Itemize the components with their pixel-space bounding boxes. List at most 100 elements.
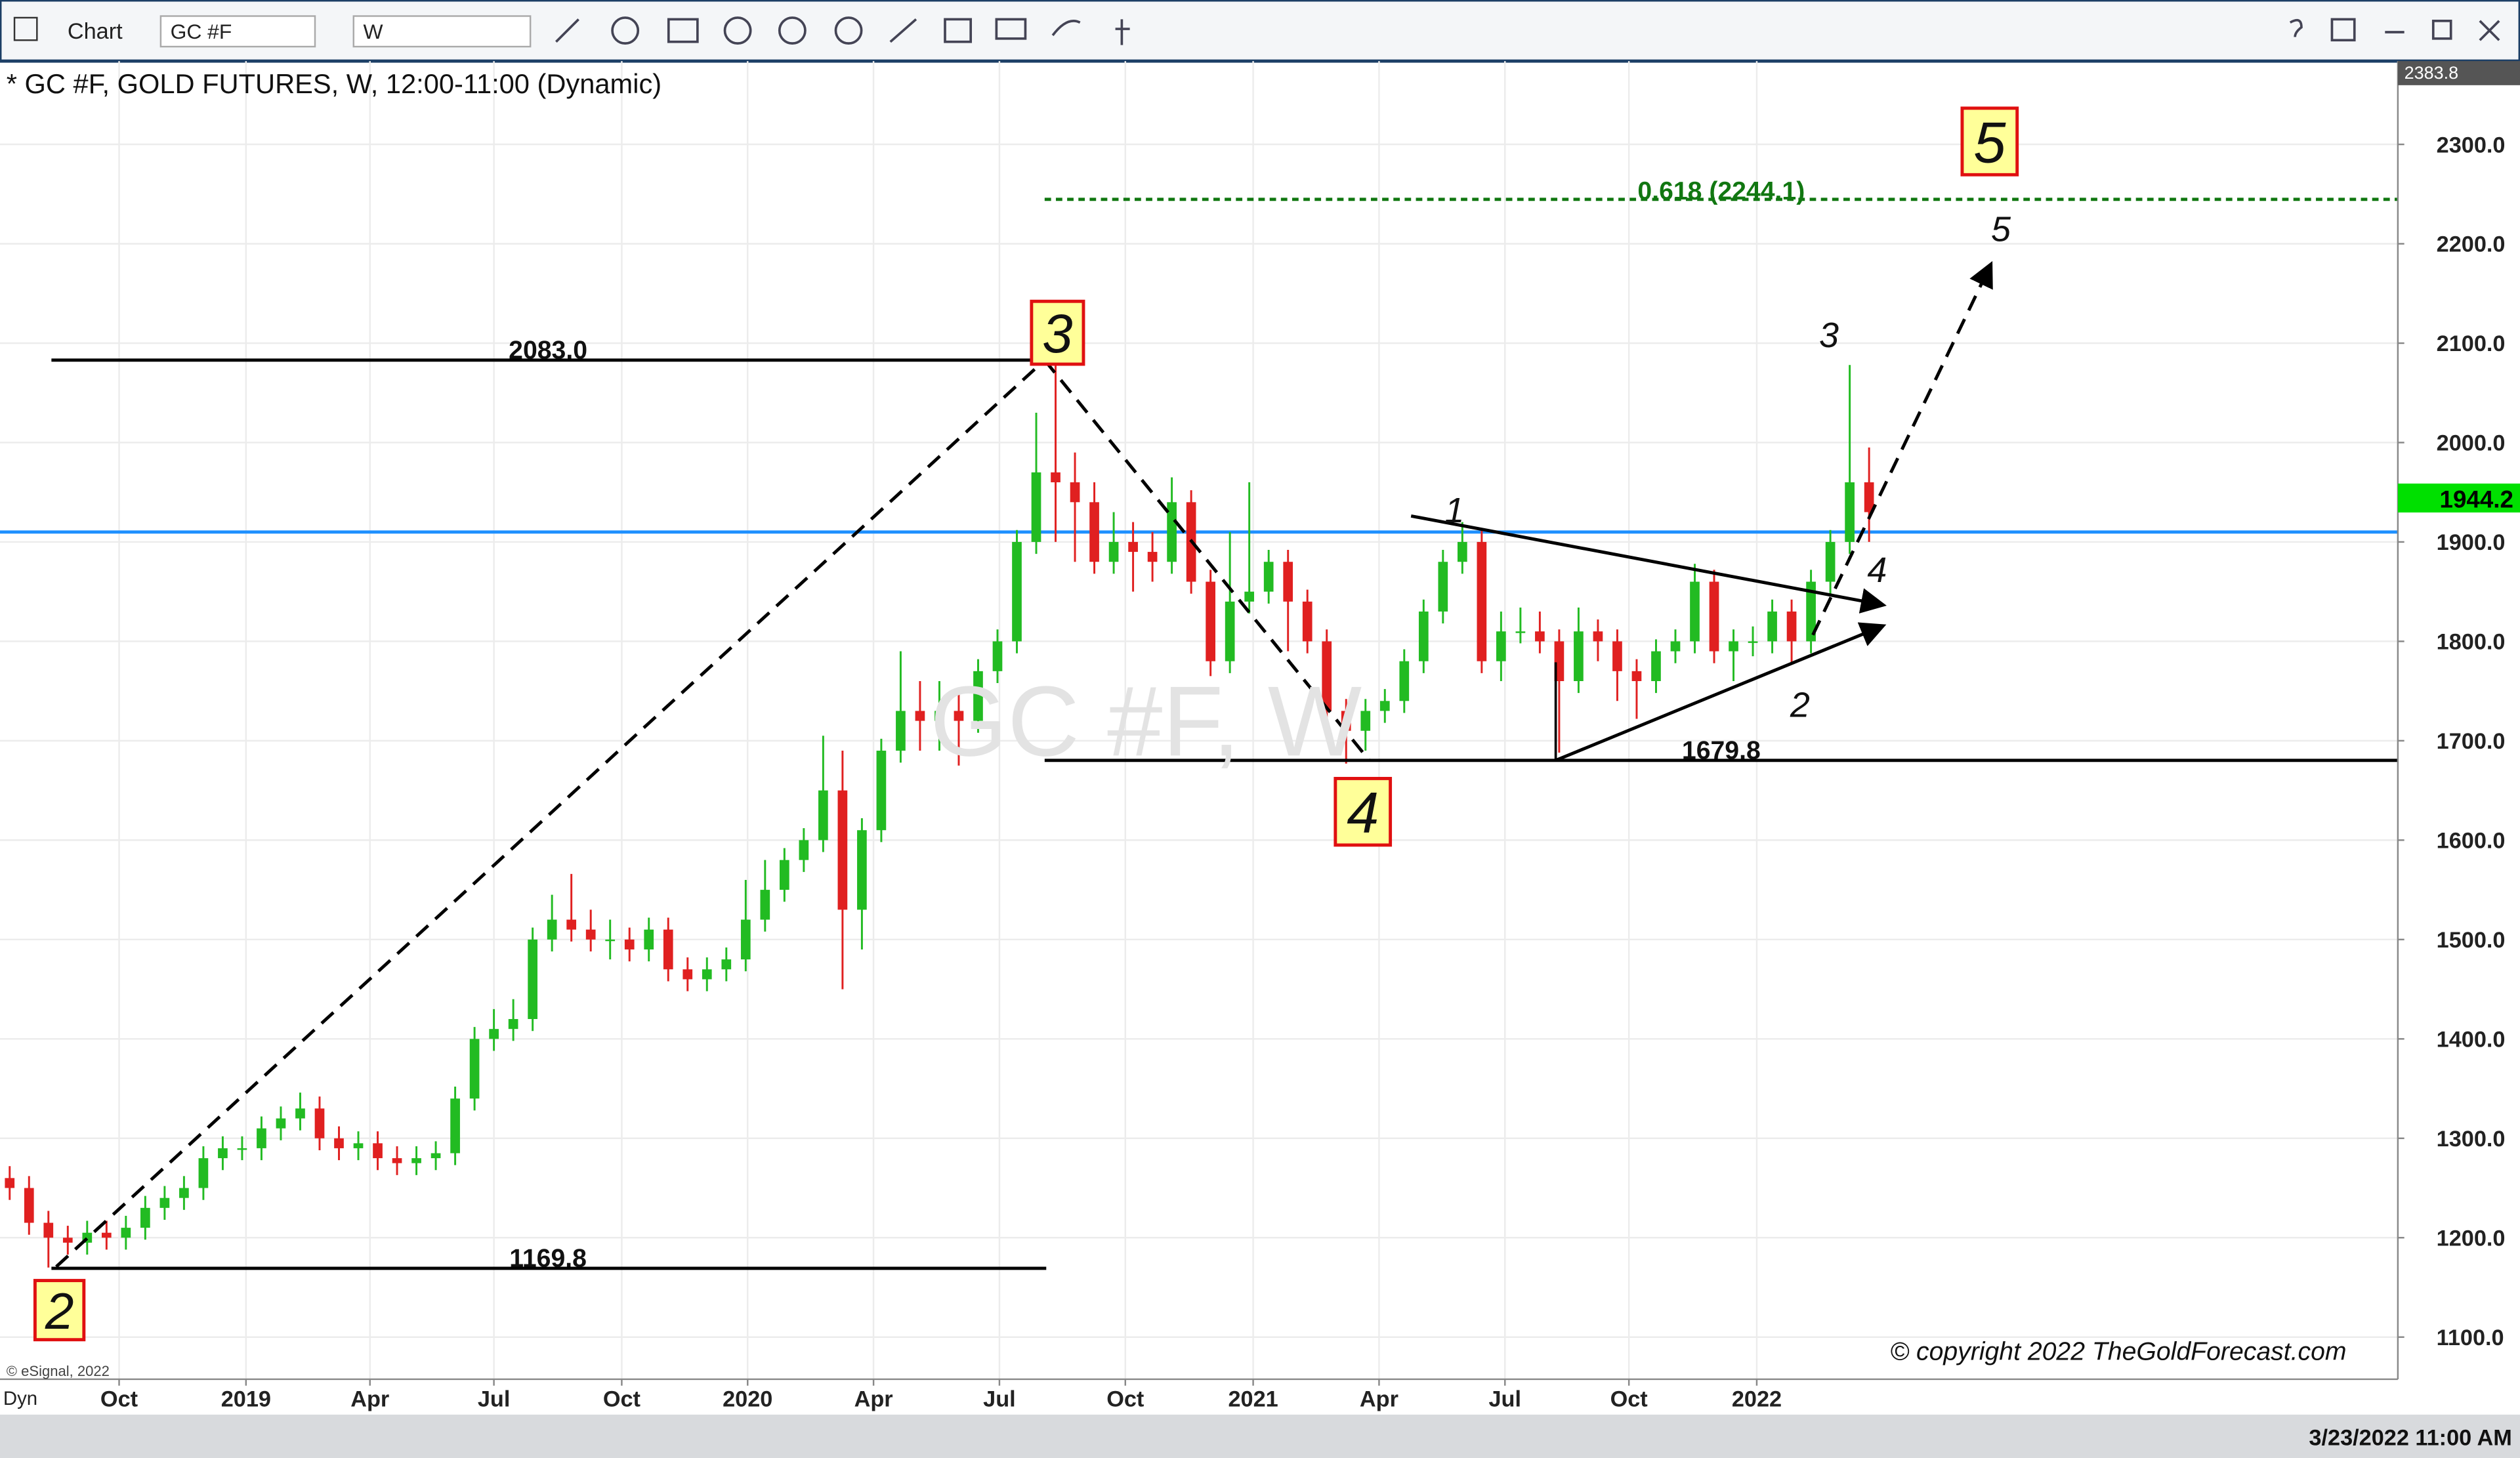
tool-icon[interactable]: [889, 18, 917, 43]
tool-icon[interactable]: [611, 16, 640, 45]
candle-body: [1574, 631, 1584, 681]
chart-icon[interactable]: [13, 16, 38, 41]
candle-body: [1515, 631, 1526, 633]
top-value-box: [2397, 61, 2520, 85]
candle-body: [1690, 581, 1700, 642]
tool-icon[interactable]: [1051, 20, 1081, 36]
restore-button[interactable]: [2431, 20, 2452, 40]
candle-body: [799, 840, 809, 860]
tool-icon[interactable]: [778, 16, 807, 45]
candle-body: [218, 1148, 228, 1159]
candle-body: [276, 1118, 286, 1129]
candle-body: [605, 939, 616, 942]
watermark: GC #F, W: [930, 666, 1362, 777]
wave-label-box: [33, 1279, 86, 1342]
candle-body: [1302, 601, 1312, 642]
candle-body: [159, 1198, 170, 1208]
candle-body: [992, 641, 1003, 671]
candle-body: [24, 1188, 34, 1223]
candle-body: [1070, 482, 1080, 503]
candle-body: [1012, 541, 1022, 642]
trend-line: [1811, 260, 1993, 636]
interval[interactable]: W: [363, 20, 383, 43]
x-tick-label: 2019: [221, 1387, 271, 1412]
close-button[interactable]: [2479, 20, 2500, 41]
tool-icon[interactable]: [2330, 18, 2356, 42]
candle-body: [411, 1158, 421, 1163]
candle-body: [1341, 711, 1351, 731]
candle-body: [1496, 631, 1506, 661]
tool-icon[interactable]: [723, 16, 752, 45]
wave-label-box: [1960, 106, 2019, 177]
wave-label: 2: [1790, 686, 1810, 725]
candle-body: [1709, 581, 1719, 652]
candle-body: [1806, 581, 1816, 642]
mode-box: [0, 1382, 71, 1411]
candle-body: [1825, 541, 1836, 582]
interval-box[interactable]: [352, 15, 532, 48]
candle-body: [1786, 611, 1797, 642]
candle-body: [1147, 552, 1158, 562]
y-tick-label: 1200.0: [2437, 1226, 2506, 1251]
wave-label-box: [1334, 777, 1393, 847]
wave-label: 1: [1444, 491, 1464, 530]
top-value-label: 2383.8: [2404, 63, 2458, 83]
candle-body: [1729, 641, 1738, 652]
wave-label: 5: [1973, 110, 2006, 175]
candle-body: [1031, 472, 1041, 542]
mode[interactable]: Dyn: [3, 1388, 37, 1409]
wave-label: 4: [1347, 780, 1379, 845]
price-annotation: 0.618 (2244.1): [1637, 177, 1805, 205]
help-icon[interactable]: [2289, 18, 2303, 37]
tool-icon[interactable]: [1115, 19, 1130, 45]
tool-icon[interactable]: [834, 16, 863, 45]
x-tick-label: Oct: [603, 1387, 640, 1412]
candle-body: [1206, 581, 1215, 661]
candle-body: [644, 929, 654, 949]
candle-body: [624, 939, 635, 949]
tool-icon[interactable]: [667, 18, 699, 43]
wave-label: 2: [45, 1282, 74, 1340]
symbol[interactable]: GC #F: [171, 20, 232, 43]
candle-body: [1322, 641, 1332, 711]
tool-icon[interactable]: [995, 18, 1027, 40]
wave-label-box: [1030, 299, 1085, 366]
y-tick-label: 2100.0: [2437, 331, 2506, 356]
candle-body: [450, 1098, 460, 1154]
toolbar-icons: [555, 16, 2500, 45]
tool-icon[interactable]: [944, 18, 973, 43]
candle-body: [101, 1232, 112, 1238]
symbol-box[interactable]: [159, 15, 316, 48]
candle-body: [353, 1143, 364, 1148]
candle-body: [1263, 562, 1274, 592]
candle-body: [430, 1153, 441, 1159]
candle-body: [1399, 661, 1410, 701]
price-annotation: 1679.8: [1682, 736, 1761, 764]
candle-body: [896, 711, 906, 751]
y-tick-label: 1100.0: [2437, 1325, 2504, 1350]
candle-body: [1535, 631, 1545, 642]
y-tick-label: 1400.0: [2437, 1028, 2506, 1052]
last-price-label: 1944.2: [2440, 486, 2513, 513]
y-tick-label: 1600.0: [2437, 829, 2506, 854]
candle-body: [566, 919, 577, 930]
candle-body: [237, 1148, 247, 1150]
candle-body: [1418, 611, 1429, 661]
tool-icon[interactable]: [555, 18, 579, 43]
candle-body: [973, 671, 983, 721]
candle-body: [1457, 541, 1467, 562]
candle-body: [1845, 482, 1855, 542]
candle-body: [547, 919, 557, 940]
price-annotation: 2083.0: [509, 336, 587, 364]
candle-body: [702, 969, 712, 980]
plot-area: 2083.0 1169.8 1679.8 0.618 (2244.1) 3 4 2 5 1 2 3 4…: [0, 61, 2398, 1379]
candle-body: [62, 1238, 73, 1243]
x-tick-label: Apr: [350, 1387, 389, 1412]
copyright: © copyright 2022 TheGoldForecast.com: [1890, 1338, 2346, 1366]
candle-body: [1651, 651, 1661, 681]
candle-body: [198, 1158, 209, 1188]
trend-line: [1410, 514, 1887, 614]
candle-body: [179, 1188, 189, 1198]
y-tick-label: 1300.0: [2437, 1127, 2506, 1152]
candle-body: [1748, 641, 1758, 643]
